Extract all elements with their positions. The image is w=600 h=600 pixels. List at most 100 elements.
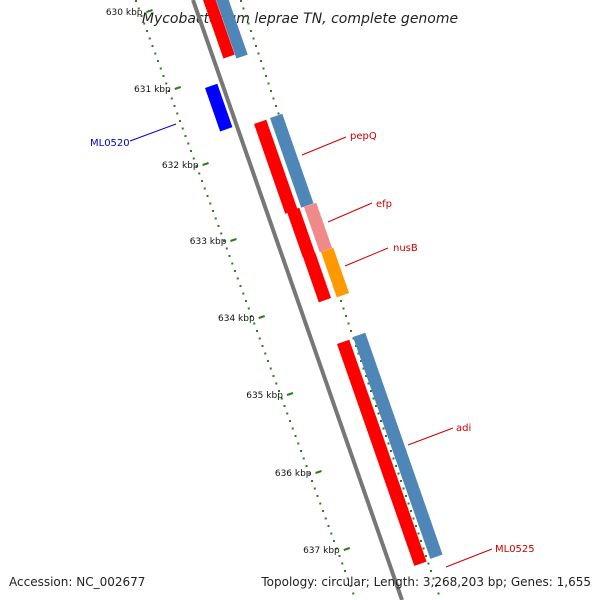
ruler-dot xyxy=(184,135,187,137)
outer-ruler-dot xyxy=(252,37,255,40)
ruler-dot xyxy=(330,532,333,535)
outer-ruler-dot xyxy=(410,510,412,512)
ruler-dot xyxy=(302,457,305,460)
outer-ruler-dot xyxy=(277,112,280,115)
ruler-tick xyxy=(146,9,153,13)
outer-ruler-dot xyxy=(432,577,435,580)
ruler-dot xyxy=(146,30,148,32)
outer-ruler-dot xyxy=(367,382,370,385)
outer-ruler-dot xyxy=(385,435,387,437)
outer-ruler-dot xyxy=(375,405,377,407)
ruler-dot xyxy=(148,37,151,40)
ruler-tick xyxy=(202,162,209,166)
gene-feature-nusb xyxy=(303,252,332,303)
ruler-dot xyxy=(198,172,201,175)
label-leader-line xyxy=(407,427,454,446)
ruler-tick xyxy=(258,315,266,319)
cds-feature-adi xyxy=(353,332,443,559)
ruler-dot xyxy=(346,577,349,580)
outer-ruler-dot xyxy=(395,465,397,467)
gene-feature-adi xyxy=(337,339,427,566)
ruler-dot xyxy=(341,562,344,565)
ruler-dot xyxy=(140,15,143,17)
ruler-tick-label: 630 kbp xyxy=(106,8,143,18)
genome-summary-text: Topology: circular; Length: 3,268,203 bp… xyxy=(260,575,591,589)
ruler-tick-label: 633 kbp xyxy=(190,237,227,247)
outer-ruler-dot xyxy=(360,360,362,362)
ruler-dot xyxy=(283,405,286,407)
ruler-dot xyxy=(267,360,269,362)
outer-ruler-dot xyxy=(377,412,380,415)
ruler-dot xyxy=(162,75,165,77)
ruler-dot xyxy=(264,352,267,355)
ruler-dot xyxy=(322,510,324,512)
ruler-dot xyxy=(291,427,294,430)
ruler-dot xyxy=(294,435,297,437)
ruler-dot xyxy=(245,300,247,302)
ruler-dot xyxy=(335,547,338,550)
ruler-dot xyxy=(286,412,289,415)
outer-ruler-dot xyxy=(365,375,367,377)
ruler-dot xyxy=(201,180,203,182)
ruler-dot xyxy=(316,495,319,497)
outer-ruler-dot xyxy=(262,67,265,70)
ruler-dot xyxy=(143,22,146,25)
outer-ruler-dot xyxy=(390,450,392,452)
ruler-dot xyxy=(327,525,330,527)
outer-ruler-dot xyxy=(272,97,275,100)
ruler-dot xyxy=(258,337,261,340)
outer-ruler-dot xyxy=(437,592,440,595)
gene-label: ML0525 xyxy=(495,544,535,555)
outer-ruler-dot xyxy=(240,0,242,2)
outer-ruler-dot xyxy=(427,562,430,565)
ruler-dot xyxy=(137,7,140,10)
kbp-ruler: 630 kbp 631 kbp 632 kbp 633 kbp 634 kbp 635 k… xyxy=(106,0,440,595)
outer-ruler-dot xyxy=(250,30,252,32)
ruler-dot xyxy=(319,502,322,505)
gene-feature xyxy=(203,0,235,59)
ruler-dot xyxy=(349,585,352,587)
ruler-dot xyxy=(187,142,190,145)
ruler-dot xyxy=(203,187,206,190)
ruler-dot xyxy=(217,225,220,227)
ruler-dot xyxy=(220,232,223,235)
outer-ruler-dot xyxy=(382,427,385,430)
accession-text: Accession: NC_002677 xyxy=(9,575,145,589)
cds-feature xyxy=(216,0,248,59)
outer-ruler-dot xyxy=(362,367,365,370)
outer-ruler-dot xyxy=(415,525,417,527)
ruler-dot xyxy=(154,52,157,55)
ruler-dot xyxy=(239,285,242,287)
ruler-dot xyxy=(206,195,209,197)
gene-label: nusB xyxy=(393,243,418,254)
ruler-dot xyxy=(250,315,253,317)
rrna-feature-efp xyxy=(304,202,333,253)
ruler-dot xyxy=(300,450,302,452)
ruler-dot xyxy=(192,157,195,160)
ruler-dot xyxy=(151,45,154,47)
trna-feature-nusb xyxy=(321,247,350,298)
ruler-dot xyxy=(231,262,234,265)
outer-ruler-dot xyxy=(245,15,247,17)
gene-label: efp xyxy=(376,199,392,210)
ruler-tick-label: 634 kbp xyxy=(218,314,255,324)
ruler-dot xyxy=(289,420,291,422)
ruler-dot xyxy=(242,292,245,295)
outer-ruler-dot xyxy=(355,345,357,347)
ruler-dot xyxy=(247,307,250,310)
outer-ruler-dot xyxy=(257,52,260,55)
ruler-dot xyxy=(308,472,311,475)
gene-labels: ML0520 pepQ efp nusB adi ML0525 xyxy=(90,123,535,568)
outer-ruler-dot xyxy=(242,7,245,10)
gene-feature-pepq xyxy=(254,119,298,214)
ruler-dot xyxy=(212,210,214,212)
ruler-dot xyxy=(297,442,300,445)
outer-ruler-dot xyxy=(380,420,382,422)
ruler-dot xyxy=(170,97,173,100)
ruler-tick xyxy=(174,86,182,90)
outer-ruler-dot xyxy=(435,585,437,587)
ruler-dot xyxy=(209,202,212,205)
outer-ruler-dot xyxy=(350,330,352,332)
ruler-dot xyxy=(135,0,137,2)
outer-ruler-dot xyxy=(417,532,420,535)
